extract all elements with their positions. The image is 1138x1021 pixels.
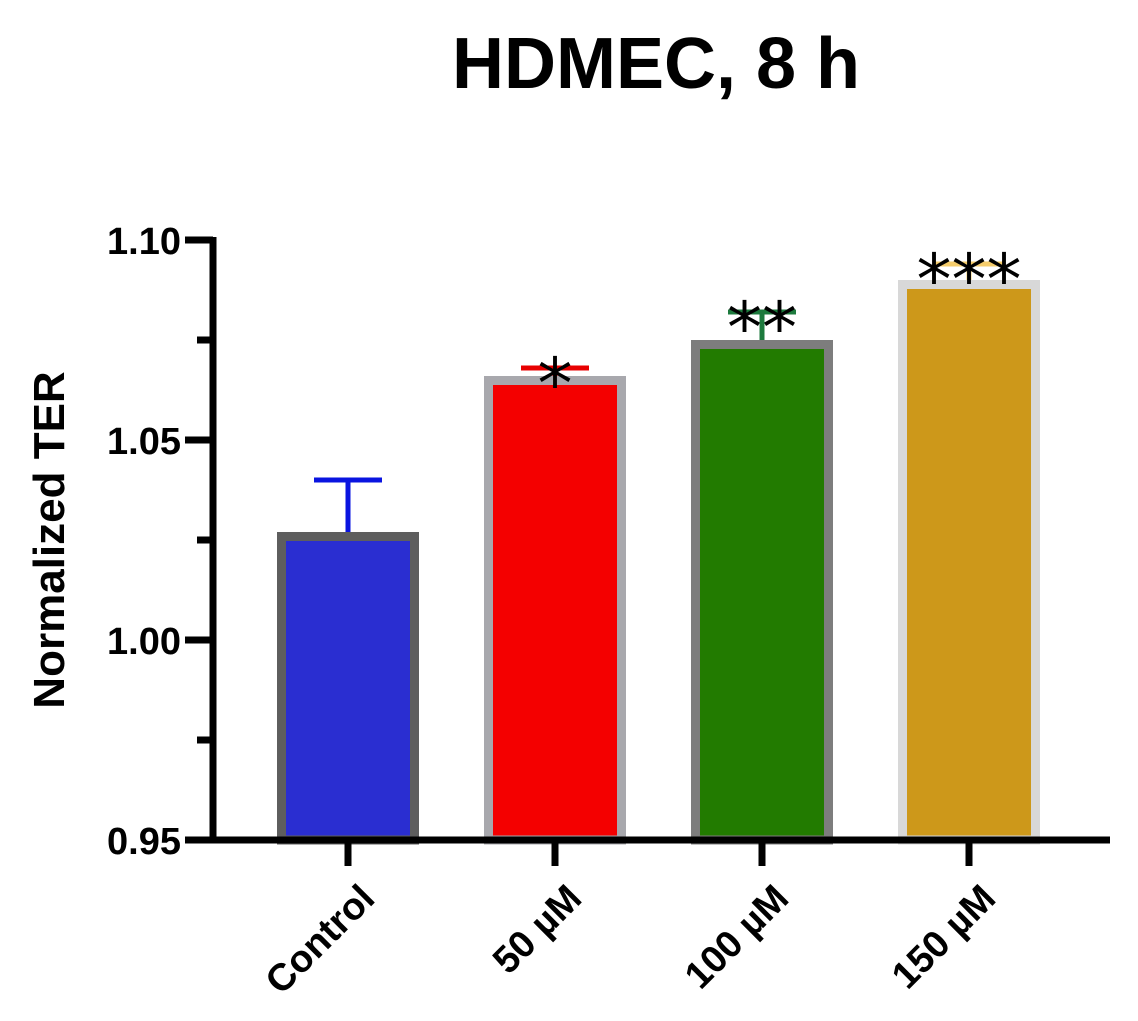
bar-3 [691, 340, 833, 845]
y-tick-label-3: 1.05 [107, 421, 181, 463]
x-tick-label-1: Control [258, 877, 383, 1002]
y-tick-label-2: 1.00 [107, 621, 181, 663]
error-bar-1 [314, 477, 382, 532]
error-bar-2 [521, 365, 589, 376]
bar-4 [898, 280, 1040, 845]
bars-layer [277, 280, 1040, 845]
significance-marker-2: * [538, 343, 573, 425]
x-tick-label-2: 50 µM [485, 877, 590, 982]
significance-marker-4: *** [917, 239, 1022, 321]
error-bar-4 [935, 261, 1003, 280]
y-tick-label-1: 0.95 [107, 821, 181, 863]
significance-marker-3: ** [727, 287, 797, 369]
x-tick-label-3: 100 µM [677, 877, 797, 997]
y-tick-label-4: 1.10 [107, 221, 181, 263]
bar-2 [484, 376, 626, 845]
x-tick-label-4: 150 µM [884, 877, 1004, 997]
significance-layer: ****** [538, 239, 1022, 425]
error-bars-layer [314, 261, 1003, 532]
chart-title: HDMEC, 8 h [452, 24, 860, 104]
error-bar-3 [728, 309, 796, 340]
bar-1 [277, 532, 419, 845]
y-axis-label: Normalized TER [25, 371, 74, 708]
